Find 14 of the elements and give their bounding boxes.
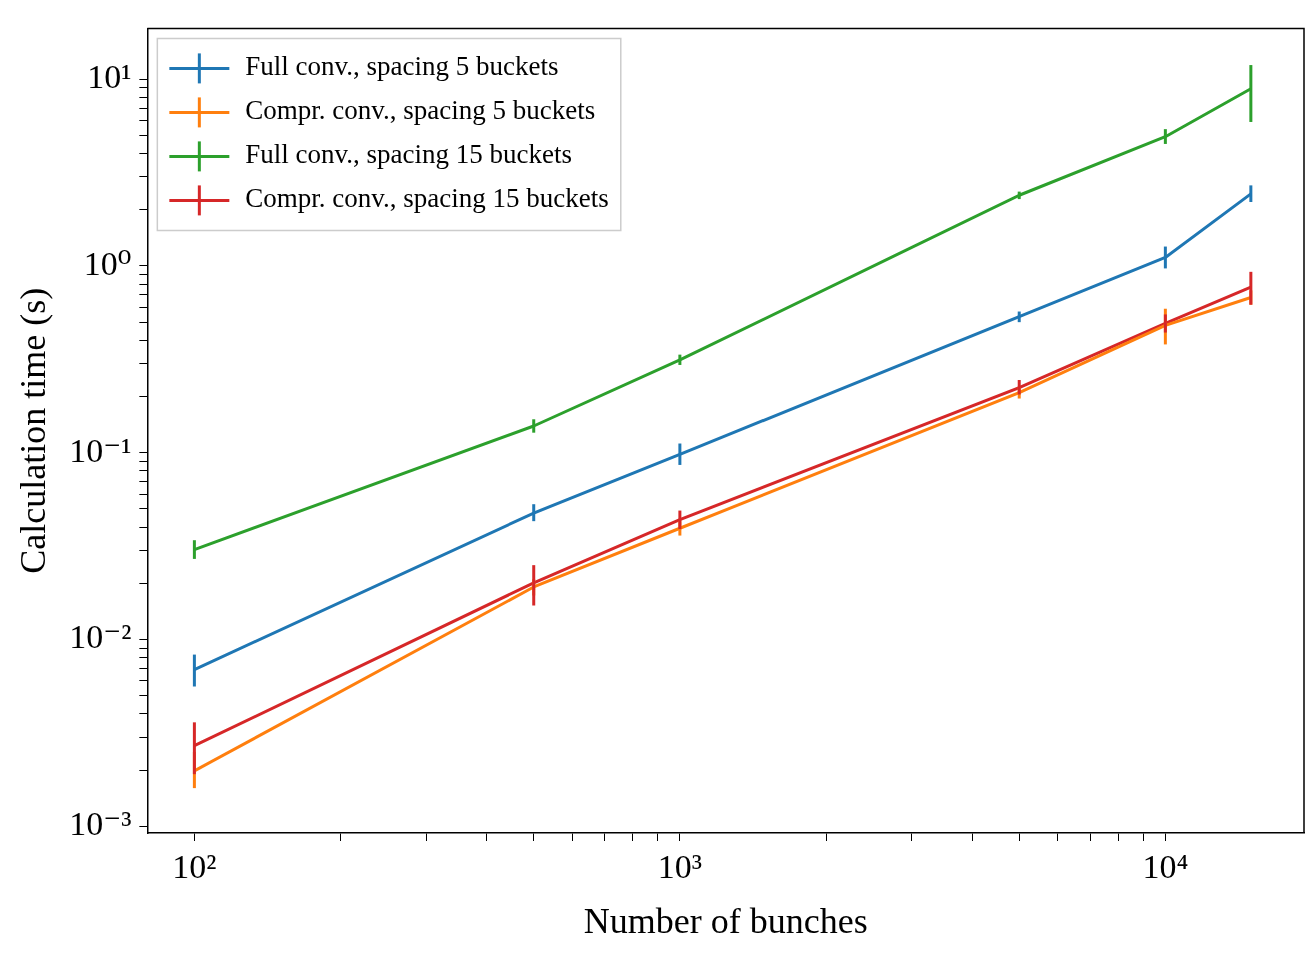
x-tick-label: 10² bbox=[172, 848, 217, 886]
legend-label: Full conv., spacing 5 buckets bbox=[245, 51, 559, 82]
x-axis-title: Number of bunches bbox=[583, 900, 868, 941]
y-tick-label: 10⁻² bbox=[69, 618, 132, 656]
y-tick-label: 10⁰ bbox=[83, 244, 132, 282]
y-tick-label: 10¹ bbox=[87, 58, 132, 96]
legend-label: Full conv., spacing 15 buckets bbox=[245, 139, 573, 170]
legend-label: Compr. conv., spacing 5 buckets bbox=[245, 95, 596, 126]
legend-label: Compr. conv., spacing 15 buckets bbox=[245, 183, 609, 214]
y-tick-label: 10⁻³ bbox=[69, 805, 132, 843]
y-axis-title: Calculation time (s) bbox=[13, 287, 54, 574]
y-tick-label: 10⁻¹ bbox=[69, 431, 132, 469]
x-tick-label: 10³ bbox=[657, 848, 702, 886]
x-tick-label: 10⁴ bbox=[1142, 848, 1189, 886]
